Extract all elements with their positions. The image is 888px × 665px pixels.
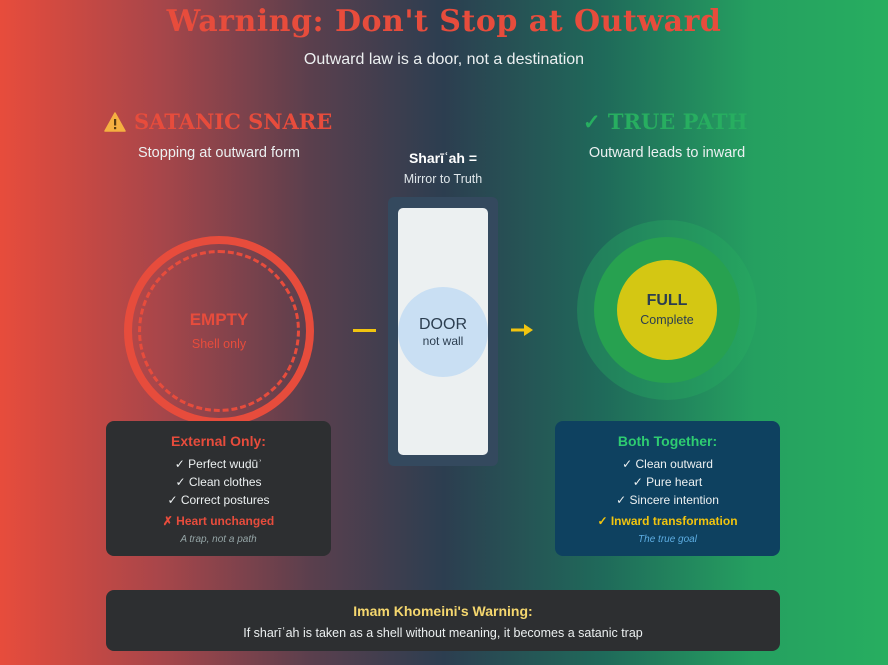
external-only-title: External Only: <box>171 433 266 449</box>
right-subheading: Outward leads to inward <box>588 145 746 161</box>
page-subtitle: Outward law is a door, not a destination <box>303 51 585 68</box>
left-subheading: Stopping at outward form <box>137 145 300 161</box>
door-subheading: Mirror to Truth <box>403 172 483 186</box>
list-item: ✓ Pure heart <box>632 475 703 489</box>
door-sublabel: not wall <box>422 334 464 348</box>
list-item: ✓ Correct postures <box>167 493 270 507</box>
blocked-connector-line <box>353 329 376 332</box>
warning-quote-text: If sharīʿah is taken as a shell without … <box>243 626 643 640</box>
right-heading: ✓ TRUE PATH <box>583 109 748 134</box>
full-circle-sublabel: Complete <box>640 313 694 327</box>
left-heading: SATANIC SNARE <box>104 109 332 137</box>
full-circle: FULL Complete <box>617 260 717 360</box>
list-item: ✓ Clean outward <box>622 457 713 471</box>
list-item: ✓ Perfect wuḍūʾ <box>174 457 263 471</box>
warning-quote-title: Imam Khomeini's Warning: <box>353 603 533 619</box>
list-item: ✓ Sincere intention <box>616 493 719 507</box>
door-heading: Sharīʿah = <box>408 150 478 166</box>
left-heading-label: SATANIC SNARE <box>134 109 333 134</box>
door-label: DOOR <box>419 316 467 333</box>
trap-note: A trap, not a path <box>180 534 257 545</box>
right-arrow-icon <box>510 321 534 344</box>
full-circle-label: FULL <box>646 292 688 309</box>
list-item: ✓ Clean clothes <box>175 475 262 489</box>
external-only-box: External Only: ✓ Perfect wuḍūʾ ✓ Clean c… <box>106 421 331 556</box>
empty-circle-sublabel: Shell only <box>191 337 247 351</box>
door-circle: DOOR not wall <box>398 287 488 377</box>
inward-transformation-item: ✓ Inward transformation <box>597 514 738 528</box>
page-title: Warning: Don't Stop at Outward <box>166 4 722 39</box>
warning-quote-box: Imam Khomeini's Warning: If sharīʿah is … <box>106 590 780 651</box>
both-together-box: Both Together: ✓ Clean outward ✓ Pure he… <box>555 421 780 556</box>
true-goal-note: The true goal <box>638 534 697 545</box>
heart-unchanged-item: ✗ Heart unchanged <box>162 514 275 528</box>
both-together-title: Both Together: <box>617 433 718 449</box>
empty-circle-inner-dash <box>138 250 300 412</box>
empty-circle-label: EMPTY <box>189 310 249 329</box>
warning-icon <box>104 112 126 137</box>
